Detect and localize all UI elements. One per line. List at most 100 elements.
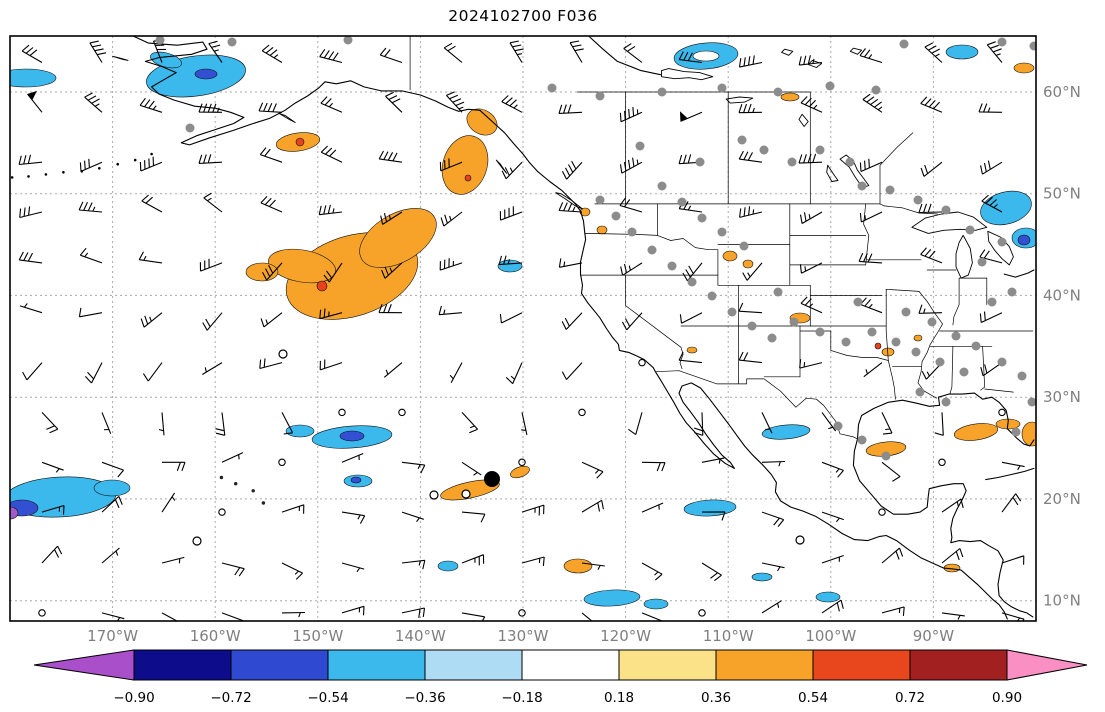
anomaly-patch-negative [437, 560, 459, 572]
calm-wind-circle [338, 408, 346, 417]
wind-barb [761, 511, 785, 527]
wind-barb [203, 192, 223, 213]
wind-barb [918, 304, 943, 314]
wind-barb [800, 296, 823, 314]
aleutian-island [116, 162, 119, 166]
wind-barb [161, 492, 176, 513]
wind-barb [262, 262, 283, 281]
wind-barb [319, 308, 343, 320]
colorbar-band [812, 649, 911, 681]
station-dot [951, 331, 961, 341]
lon-tick-label: 170°W [87, 627, 138, 645]
lat-tick-label: 60°N [1043, 83, 1081, 101]
wind-barb [858, 252, 883, 264]
wind-barb [800, 96, 823, 113]
state-border [980, 345, 986, 391]
wind-barb [558, 258, 583, 268]
wind-barb [198, 154, 223, 164]
station-dot [971, 341, 981, 351]
anomaly-patch-negative-core [339, 430, 365, 442]
wind-barb [881, 412, 893, 435]
wind-barb [738, 103, 763, 114]
wind-barb-pennant [679, 111, 688, 122]
wind-barb [461, 554, 485, 566]
colorbar-tick-label: −0.54 [307, 690, 348, 706]
station-dots-layer [155, 36, 1036, 546]
wind-barb [380, 211, 403, 225]
colorbar-tick-label: −0.72 [210, 690, 251, 706]
wind-barb [859, 48, 883, 64]
lake-outline [798, 113, 809, 127]
station-dot [687, 277, 697, 287]
wind-barb [738, 351, 763, 364]
station-dot [657, 87, 667, 97]
wind-barb [498, 255, 523, 266]
colorbar-tick-label: 0.72 [895, 690, 925, 706]
station-dot [841, 337, 851, 347]
anomaly-patch-negative [497, 259, 523, 273]
wind-barb [281, 504, 305, 514]
station-dot [815, 327, 825, 337]
wind-barb [918, 203, 943, 214]
aleutian-island [98, 167, 101, 170]
wind-barb [678, 51, 703, 64]
wind-barb [761, 412, 773, 434]
station-dot [857, 181, 867, 191]
anomaly-patch-positive [466, 108, 498, 136]
wind-barb [138, 251, 163, 264]
wind-barb [461, 412, 479, 434]
wind-barb [101, 461, 125, 478]
wind-barb [561, 362, 583, 380]
island-outline [555, 192, 583, 210]
wind-barb [19, 303, 43, 314]
anomaly-patch-negative [815, 591, 841, 603]
wind-barb [623, 43, 643, 63]
station-dot [773, 87, 783, 97]
wind-barb [859, 158, 883, 173]
station-dot [773, 287, 783, 297]
anomaly-patch-positive [722, 250, 738, 262]
wind-barb [799, 262, 823, 274]
wind-barb [941, 612, 965, 620]
station-dot [899, 39, 909, 49]
state-border [949, 345, 954, 395]
calm-wind-circle [278, 349, 288, 359]
lon-tick-label: 90°W [913, 627, 955, 645]
station-dot [627, 227, 637, 237]
anomaly-patch-negative [93, 479, 131, 497]
wind-barb [19, 206, 43, 219]
island-outline [278, 112, 296, 123]
wind-barb [259, 147, 283, 163]
wind-barb [581, 562, 605, 570]
wind-barb [221, 562, 245, 577]
wind-barb [761, 460, 786, 467]
aleutian-island [10, 176, 14, 179]
station-dot [977, 257, 987, 267]
chart-title: 2024102700 F036 [448, 7, 598, 25]
wind-barb [501, 95, 523, 113]
wind-barb [641, 461, 666, 472]
wind-barb [401, 607, 426, 618]
calm-wind-circle [461, 489, 471, 499]
wind-barb [619, 157, 643, 174]
state-border [952, 277, 960, 326]
station-dot [891, 337, 901, 347]
wind-barb [799, 211, 823, 224]
wind-barb [258, 102, 283, 113]
colorbar-tick-label: 0.90 [992, 690, 1022, 706]
wind-barb [281, 611, 306, 618]
axis-labels: 170°W 160°W 150°W 140°W 130°W 120°W 110°W 100°W… [87, 83, 1081, 645]
wind-barb [501, 161, 523, 180]
aleutian-island [150, 152, 153, 156]
wind-barb [863, 362, 883, 378]
station-dot [915, 387, 925, 397]
wind-barb [859, 211, 883, 223]
anomaly-patch-positive [953, 423, 999, 441]
lon-tick-label: 150°W [292, 627, 343, 645]
wind-barb [401, 461, 426, 474]
hawaii-island [251, 489, 255, 493]
map-layers [10, 36, 1036, 621]
lake-outline [826, 164, 839, 182]
station-dot [739, 241, 749, 251]
geography-layer [10, 36, 1035, 620]
